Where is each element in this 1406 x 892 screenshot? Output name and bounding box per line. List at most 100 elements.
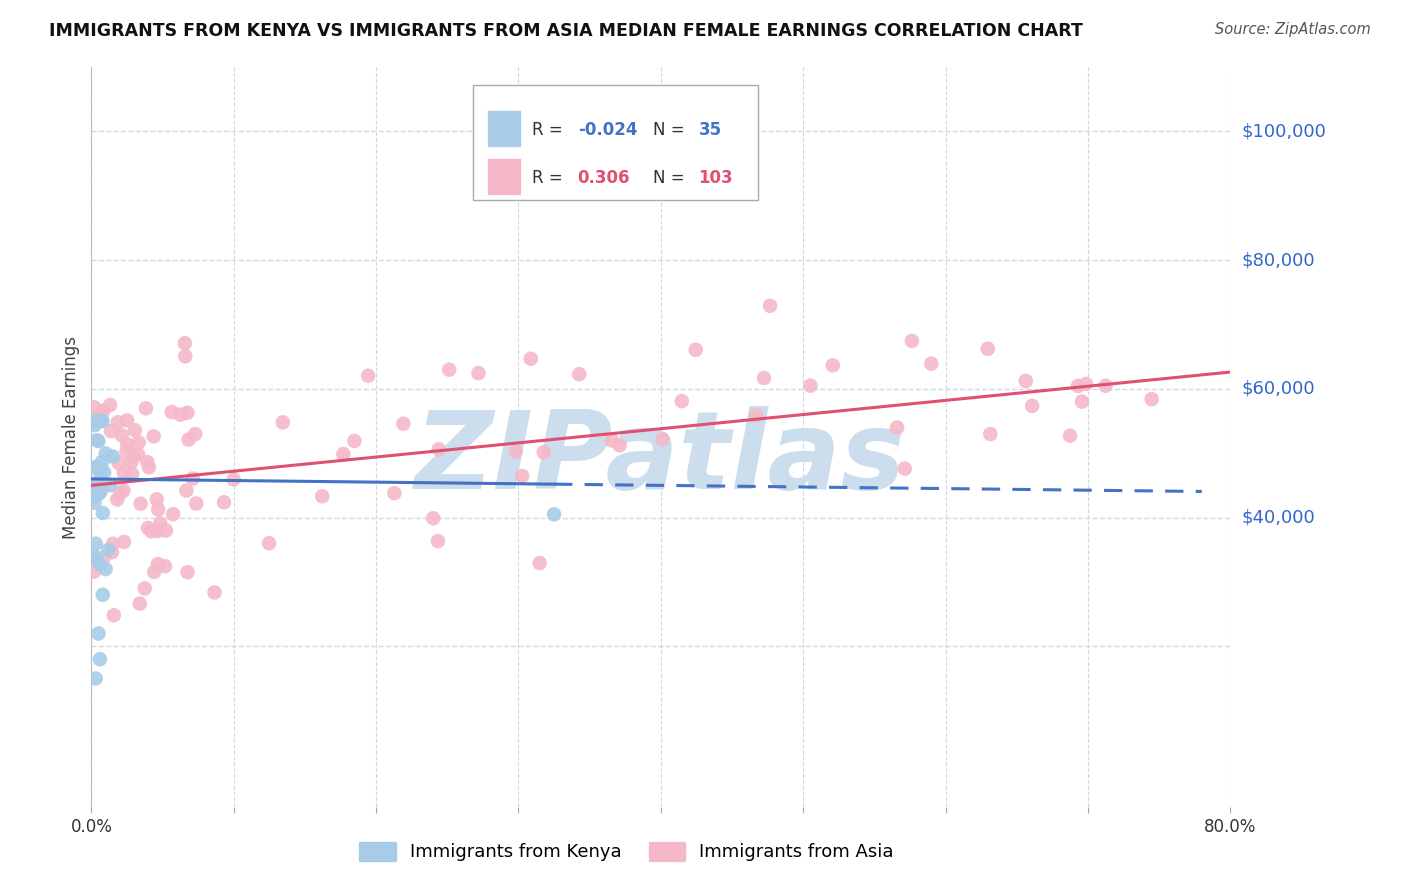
- Point: [543, 508, 565, 522]
- Point: [111, 428, 134, 442]
- Point: [94, 562, 117, 576]
- Point: [83, 418, 105, 433]
- Point: [467, 366, 489, 380]
- Point: [83, 549, 105, 563]
- Point: [100, 424, 122, 438]
- Point: [426, 534, 449, 549]
- Point: [84, 672, 107, 686]
- Point: [651, 432, 673, 446]
- Point: [609, 438, 631, 452]
- Bar: [486, 110, 520, 147]
- Point: [1059, 428, 1081, 442]
- Point: [112, 483, 135, 498]
- Point: [93, 550, 115, 565]
- Point: [94, 446, 117, 460]
- Point: [600, 434, 623, 448]
- Text: $60,000: $60,000: [1241, 380, 1315, 398]
- Point: [89, 461, 111, 475]
- Point: [149, 516, 172, 531]
- Point: [87, 476, 110, 491]
- Text: N =: N =: [652, 169, 690, 187]
- Point: [143, 565, 166, 579]
- Point: [128, 597, 150, 611]
- Point: [979, 427, 1001, 442]
- Point: [1021, 399, 1043, 413]
- Point: [176, 406, 198, 420]
- Point: [311, 489, 333, 503]
- Point: [184, 427, 207, 442]
- Text: $40,000: $40,000: [1241, 508, 1315, 526]
- Point: [162, 507, 184, 521]
- Point: [86, 553, 108, 567]
- Point: [1071, 394, 1094, 409]
- Point: [90, 414, 112, 428]
- Point: [91, 506, 114, 520]
- Point: [1074, 376, 1097, 391]
- Text: 35: 35: [699, 120, 721, 139]
- Point: [121, 467, 143, 481]
- Point: [886, 420, 908, 434]
- Point: [1015, 374, 1038, 388]
- Point: [533, 445, 555, 459]
- Point: [91, 455, 114, 469]
- Point: [107, 415, 129, 429]
- Point: [901, 334, 924, 348]
- Point: [894, 461, 917, 475]
- Point: [82, 414, 104, 428]
- Point: [920, 357, 942, 371]
- Point: [1094, 378, 1116, 392]
- Y-axis label: Median Female Earnings: Median Female Earnings: [62, 335, 80, 539]
- Point: [759, 299, 782, 313]
- Point: [120, 455, 142, 469]
- Point: [136, 455, 159, 469]
- Point: [153, 559, 176, 574]
- Point: [84, 484, 107, 499]
- Point: [87, 626, 110, 640]
- Point: [124, 423, 146, 437]
- Point: [343, 434, 366, 448]
- Point: [142, 429, 165, 443]
- Text: 0.306: 0.306: [578, 169, 630, 187]
- Point: [115, 437, 138, 451]
- Point: [101, 545, 124, 559]
- Point: [86, 414, 108, 428]
- Point: [176, 483, 198, 498]
- Text: R =: R =: [531, 120, 568, 139]
- Point: [181, 471, 204, 485]
- Point: [186, 496, 208, 510]
- Point: [89, 486, 111, 500]
- Point: [93, 466, 115, 480]
- Point: [155, 524, 177, 538]
- Point: [98, 478, 121, 492]
- Point: [176, 565, 198, 579]
- Point: [510, 469, 533, 483]
- Legend: Immigrants from Kenya, Immigrants from Asia: Immigrants from Kenya, Immigrants from A…: [353, 835, 901, 869]
- Point: [86, 434, 108, 448]
- Point: [173, 336, 195, 351]
- Point: [177, 433, 200, 447]
- Point: [128, 435, 150, 450]
- Point: [122, 450, 145, 464]
- FancyBboxPatch shape: [472, 86, 758, 200]
- Point: [84, 536, 107, 550]
- Point: [108, 486, 131, 500]
- Point: [87, 434, 110, 449]
- Point: [222, 472, 245, 486]
- Point: [112, 466, 135, 480]
- Text: IMMIGRANTS FROM KENYA VS IMMIGRANTS FROM ASIA MEDIAN FEMALE EARNINGS CORRELATION: IMMIGRANTS FROM KENYA VS IMMIGRANTS FROM…: [49, 22, 1083, 40]
- Point: [529, 556, 551, 570]
- Point: [89, 467, 111, 482]
- Point: [103, 608, 125, 623]
- Point: [146, 557, 169, 571]
- Point: [392, 417, 415, 431]
- Point: [384, 486, 406, 500]
- Point: [112, 535, 135, 549]
- Point: [745, 409, 768, 423]
- Point: [83, 495, 105, 509]
- Point: [105, 492, 128, 507]
- Point: [83, 565, 105, 579]
- Point: [127, 447, 149, 461]
- Text: $80,000: $80,000: [1241, 251, 1315, 269]
- Point: [138, 460, 160, 475]
- Point: [685, 343, 707, 357]
